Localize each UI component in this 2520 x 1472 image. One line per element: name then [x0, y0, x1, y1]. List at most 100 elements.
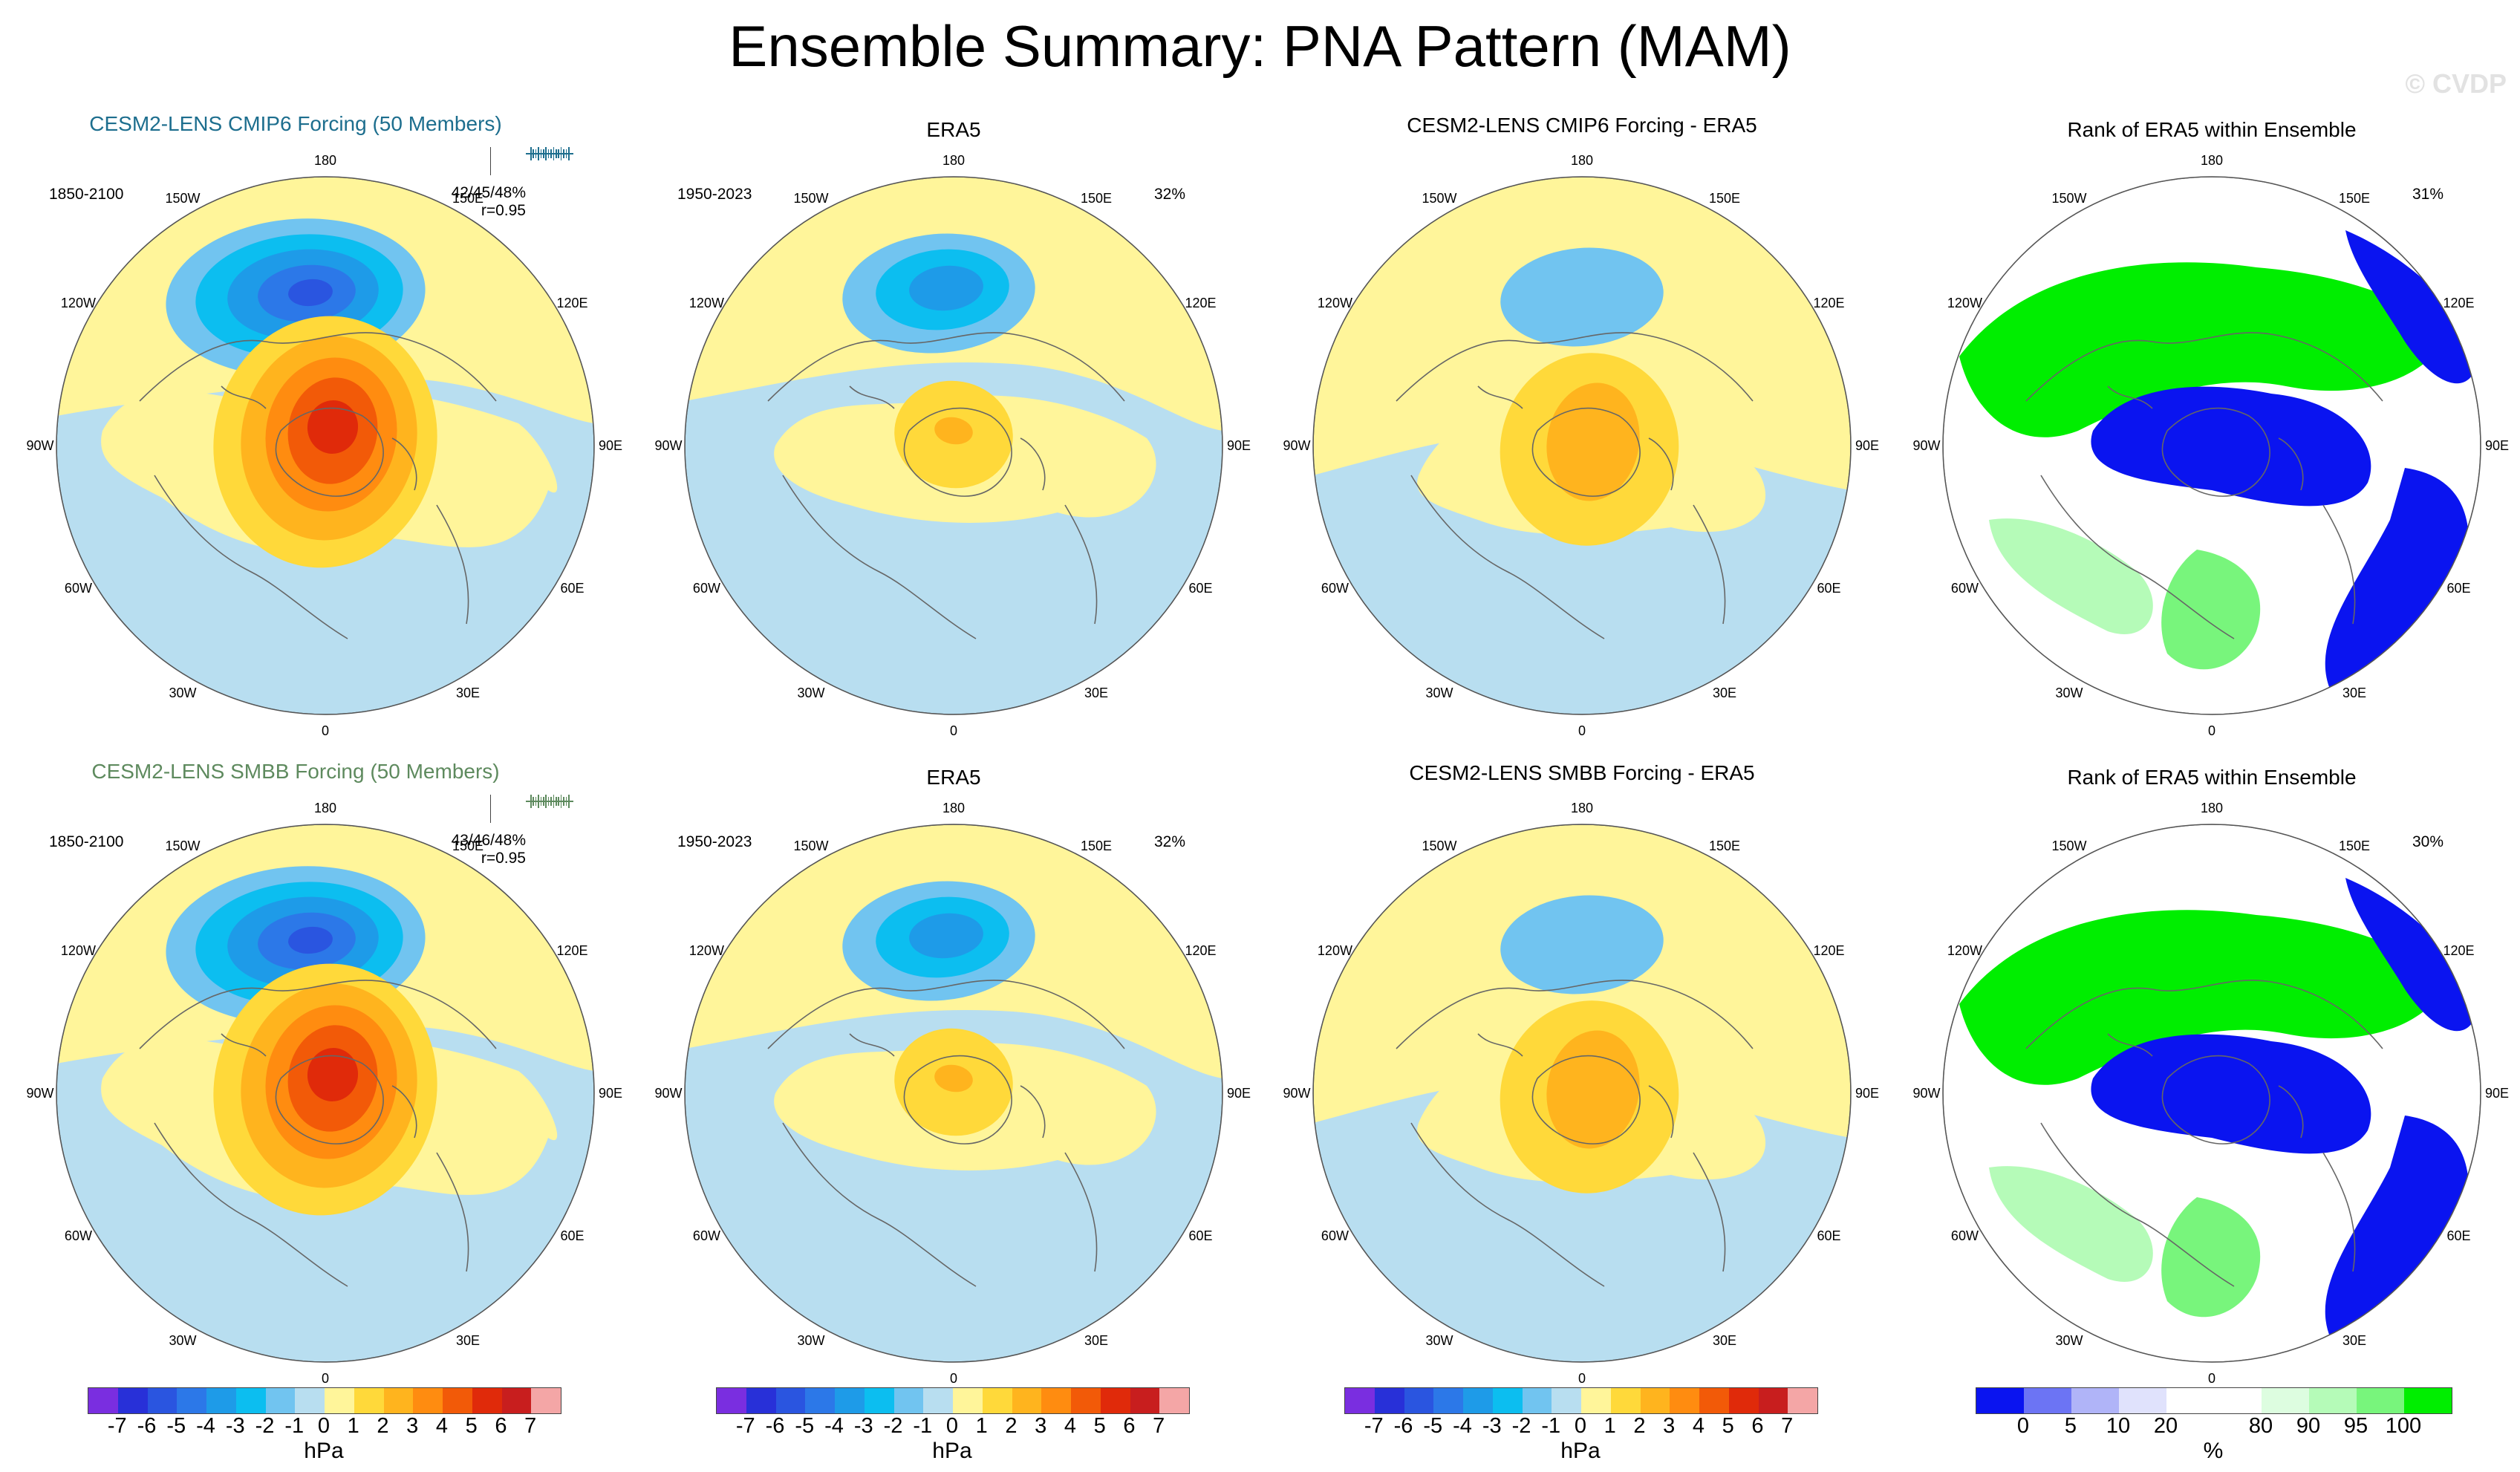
main-title: Ensemble Summary: PNA Pattern (MAM) [729, 13, 1791, 79]
lon-label-120W: 120W [1317, 943, 1352, 958]
colorbar-swatch [2024, 1388, 2071, 1413]
lon-label-30W: 30W [169, 1332, 197, 1348]
lon-label-30W: 30W [797, 685, 825, 700]
colorbar-tick-label: 10 [2106, 1414, 2131, 1438]
lon-label-60W: 60W [1950, 581, 1979, 596]
colorbar-swatch [1581, 1388, 1611, 1413]
colorbar-swatch [775, 1388, 806, 1413]
colorbar-unit-label: % [2203, 1439, 2224, 1463]
colorbar-swatch [805, 1388, 835, 1413]
lon-label-30W: 30W [169, 685, 197, 700]
lon-label-150E: 150E [1708, 838, 1741, 854]
obs-years: 1950-2023 [677, 186, 752, 203]
ensemble-spread-rug [526, 147, 573, 160]
lon-label-30W: 30W [1425, 1332, 1453, 1348]
lon-label-120E: 120E [1185, 296, 1217, 310]
colorbar-swatch [1433, 1388, 1463, 1413]
lon-label-90E: 90E [1226, 1086, 1251, 1101]
lon-label-30E: 30E [2342, 685, 2367, 700]
colorbar-tick-label: 4 [1692, 1414, 1705, 1438]
lon-label-90W: 90W [1283, 1086, 1311, 1101]
model-years: 1850-2100 [49, 186, 124, 203]
colorbar-tick-label: -7 [1364, 1414, 1384, 1438]
colorbar-swatch [864, 1388, 894, 1413]
colorbar-tick-label: 0 [2016, 1414, 2030, 1438]
lon-label-150W: 150W [165, 191, 201, 206]
model-pattern-correlation: r=0.95 [481, 202, 526, 219]
colorbar-swatch [1758, 1388, 1788, 1413]
colorbar-swatch [295, 1388, 325, 1413]
map-outline [1942, 176, 2481, 715]
lon-label-0: 0 [2207, 1371, 2216, 1386]
colorbar-tick-label: -7 [107, 1414, 127, 1438]
lon-label-150E: 150E [2338, 838, 2371, 854]
high-contour-2 [934, 417, 973, 445]
map-row1-model [56, 176, 595, 715]
colorbar-tick-label: 2 [1005, 1414, 1018, 1438]
coastline [2025, 332, 2383, 639]
lon-label-90E: 90E [1226, 438, 1251, 453]
map-outline [684, 176, 1223, 715]
colorbar-swatch [717, 1388, 746, 1413]
colorbar-swatch [1670, 1388, 1699, 1413]
lon-label-30E: 30E [1712, 685, 1737, 700]
lon-label-90E: 90E [2484, 1086, 2510, 1101]
high-contour-2 [1546, 1030, 1640, 1149]
rank-panel-title: Rank of ERA5 within Ensemble [2067, 766, 2357, 789]
lon-label-150E: 150E [2338, 191, 2371, 206]
rank-low-edge-2 [2325, 1116, 2469, 1338]
lon-label-90W: 90W [1912, 438, 1941, 453]
rank-pct: 30% [2412, 833, 2444, 850]
low-contour-1 [1500, 247, 1664, 347]
colorbar-unit-label: hPa [932, 1439, 972, 1463]
rank-mid-region [1989, 518, 2153, 634]
lon-label-0: 0 [1578, 723, 1586, 738]
lon-label-180: 180 [313, 801, 337, 815]
colorbar-tick-label: 5 [1722, 1414, 1734, 1438]
colorbar-swatch [88, 1388, 118, 1413]
colorbar-tick-label: -3 [853, 1414, 873, 1438]
colorbar-tick-label: -5 [795, 1414, 815, 1438]
coastline [139, 980, 497, 1287]
colorbar-swatch [1640, 1388, 1670, 1413]
lon-label-150W: 150W [2051, 838, 2087, 854]
lon-label-60W: 60W [64, 1228, 92, 1243]
coastline [767, 332, 1125, 639]
lon-label-60E: 60E [1188, 581, 1213, 596]
lon-label-60W: 60W [1950, 1228, 1979, 1243]
colorbar [1976, 1387, 2452, 1414]
lon-label-60E: 60E [1188, 1228, 1213, 1243]
lon-label-120E: 120E [556, 296, 588, 310]
colorbar-tick-label: -6 [137, 1414, 157, 1438]
colorbar-tick-label: 3 [1663, 1414, 1676, 1438]
colorbar-tick-label: -4 [824, 1414, 844, 1438]
colorbar-swatch [531, 1388, 561, 1413]
colorbar-tick-label: -1 [1541, 1414, 1561, 1438]
lon-label-120E: 120E [2443, 943, 2475, 958]
lon-label-150E: 150E [1080, 838, 1113, 854]
colorbar-swatch [2119, 1388, 2166, 1413]
model-pct-explained: 43/46/48% [451, 832, 526, 849]
model-panel-title: CESM2-LENS SMBB Forcing (50 Members) [91, 760, 500, 783]
colorbar-swatch [443, 1388, 472, 1413]
colorbar-swatch [265, 1388, 296, 1413]
lon-label-120E: 120E [1813, 943, 1845, 958]
colorbar-swatch [1374, 1388, 1404, 1413]
lon-label-30E: 30E [1712, 1332, 1737, 1348]
colorbar-swatch [206, 1388, 236, 1413]
colorbar-tick-label: -3 [1482, 1414, 1502, 1438]
map-outline [1312, 824, 1852, 1363]
colorbar-swatch [1699, 1388, 1729, 1413]
colorbar-tick-label: 1 [975, 1414, 988, 1438]
colorbar-tick-label: -5 [1423, 1414, 1443, 1438]
colorbar-swatch [383, 1388, 414, 1413]
coastline [2025, 980, 2383, 1287]
lon-label-0: 0 [2207, 723, 2216, 738]
colorbar-swatch [2309, 1388, 2357, 1413]
colorbar-swatch [835, 1388, 865, 1413]
lon-label-30W: 30W [2055, 1332, 2083, 1348]
rank-low-region [2091, 386, 2371, 507]
diff-panel-title: CESM2-LENS SMBB Forcing - ERA5 [1409, 761, 1755, 784]
lon-label-180: 180 [942, 801, 966, 815]
high-contour-2 [934, 1064, 973, 1092]
